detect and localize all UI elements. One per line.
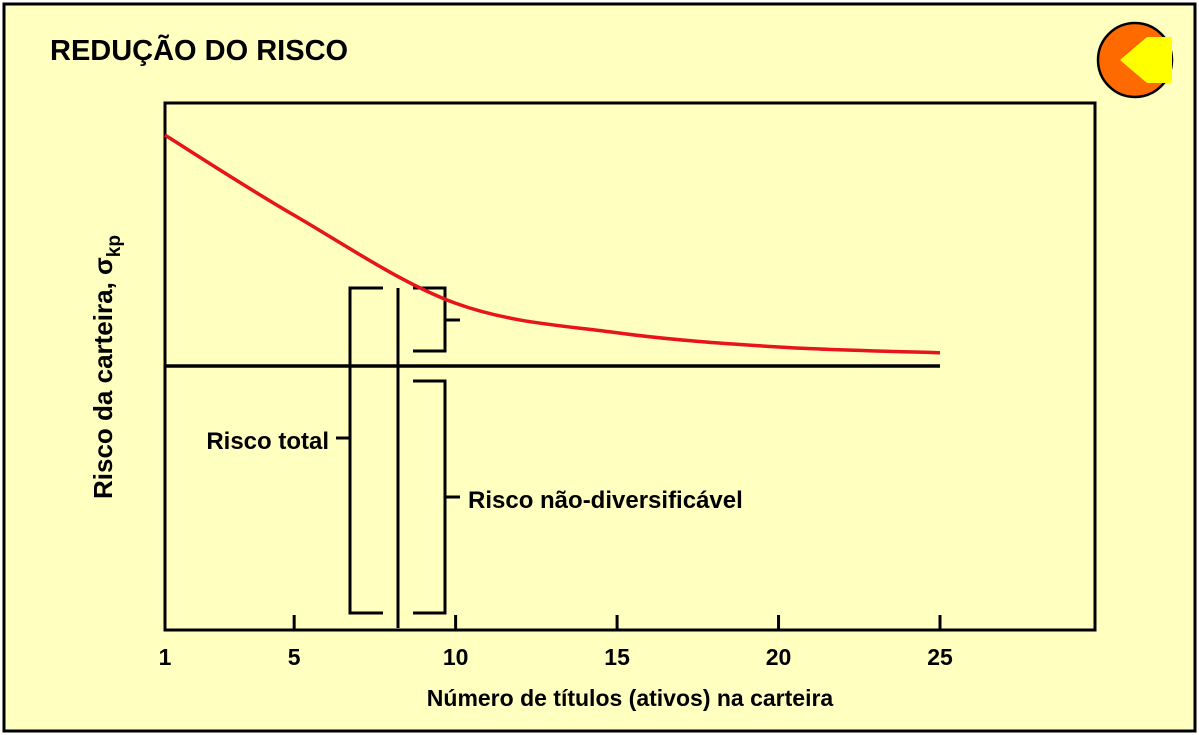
systematic-risk-bracket: [413, 379, 460, 615]
back-button[interactable]: [1096, 21, 1174, 99]
annotation: Risco não-diversificável: [468, 487, 743, 514]
x-tick-label: 5: [288, 644, 301, 670]
total-risk-bracket: [336, 286, 383, 615]
back-button-bar[interactable]: [1147, 37, 1172, 83]
back-button-arrow[interactable]: [1120, 37, 1147, 83]
x-tick-label: 1: [159, 644, 172, 670]
x-tick-label: 10: [443, 644, 469, 670]
y-axis-label-main: Risco da carteira, σ: [88, 257, 118, 499]
x-tick-label: 25: [927, 644, 953, 670]
y-axis-label: Risco da carteira, σkp: [88, 235, 125, 499]
brackets: [336, 286, 460, 628]
x-axis-label: Número de títulos (ativos) na carteira: [427, 685, 834, 711]
series-line: [164, 133, 941, 355]
chart-title: REDUÇÃO DO RISCO: [50, 33, 348, 67]
annotation: Risco total: [206, 428, 329, 455]
diversifiable-risk-bracket: [413, 286, 460, 353]
y-axis-label-subscript: kp: [104, 235, 125, 257]
x-tick-label: 20: [766, 644, 792, 670]
x-tick-label: 15: [604, 644, 630, 670]
